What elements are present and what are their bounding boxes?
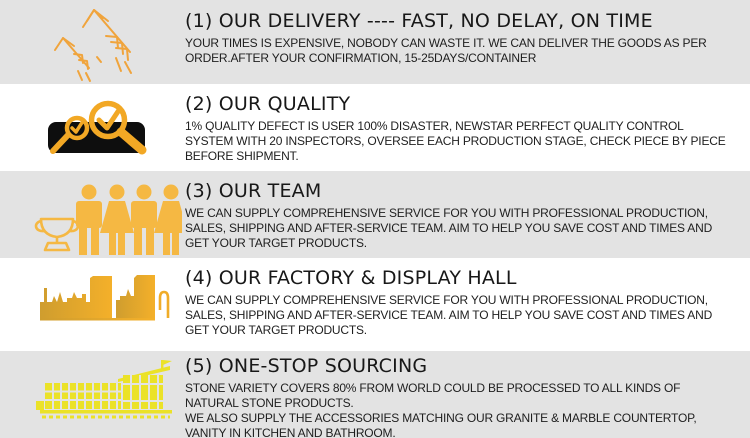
delivery-arrows-icon (0, 0, 182, 84)
section-heading: (5) ONE-STOP SOURCING (185, 355, 428, 377)
section-body: 1% QUALITY DEFECT IS USER 100% DISASTER,… (185, 119, 726, 163)
section-quality: (2) OUR QUALITY 1% QUALITY DEFECT IS USE… (0, 84, 750, 171)
section-delivery: (1) OUR DELIVERY ---- FAST, NO DELAY, ON… (0, 0, 750, 84)
quality-inspection-magnifier-icon (0, 84, 182, 171)
section-team: (3) OUR TEAM WE CAN SUPPLY COMPREHENSIVE… (0, 171, 750, 258)
section-body: WE CAN SUPPLY COMPREHENSIVE SERVICE FOR … (185, 206, 713, 250)
section-factory: (4) OUR FACTORY & DISPLAY HALL WE CAN SU… (0, 258, 750, 351)
section-body: STONE VARIETY COVERS 80% FROM WORLD COUL… (185, 381, 697, 438)
team-trophy-people-icon (0, 171, 182, 258)
section-heading: (4) OUR FACTORY & DISPLAY HALL (185, 267, 517, 289)
section-heading: (2) OUR QUALITY (185, 93, 351, 115)
section-sourcing: (5) ONE-STOP SOURCING STONE VARIETY COVE… (0, 351, 750, 438)
section-body: YOUR TIMES IS EXPENSIVE, NOBODY CAN WAST… (185, 36, 707, 65)
section-body: WE CAN SUPPLY COMPREHENSIVE SERVICE FOR … (185, 293, 713, 337)
stone-warehouse-icon (0, 351, 182, 438)
section-heading: (1) OUR DELIVERY ---- FAST, NO DELAY, ON… (185, 10, 653, 32)
section-heading: (3) OUR TEAM (185, 180, 322, 202)
factory-skyline-icon (0, 258, 182, 351)
